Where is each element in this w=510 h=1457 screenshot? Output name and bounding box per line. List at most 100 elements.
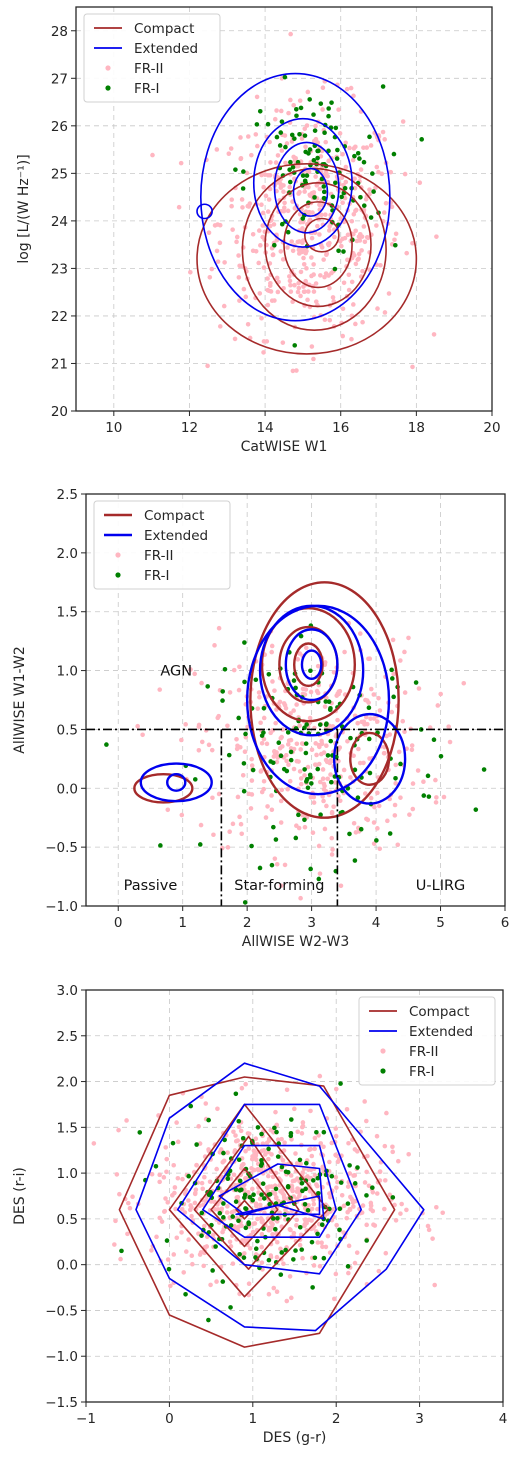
fr2-point bbox=[258, 720, 263, 726]
fr2-point bbox=[351, 146, 357, 151]
fr1-point bbox=[153, 1163, 159, 1169]
x-tick-label: 4 bbox=[372, 915, 381, 931]
fr2-point bbox=[281, 183, 286, 188]
fr2-point bbox=[164, 1169, 169, 1175]
fr2-point bbox=[187, 1207, 193, 1213]
fr2-point bbox=[253, 1157, 259, 1163]
fr2-point bbox=[172, 1185, 178, 1190]
fr2-point bbox=[344, 1106, 350, 1112]
fr2-point bbox=[384, 733, 389, 739]
fr2-point bbox=[357, 760, 363, 766]
fr2-point bbox=[171, 1252, 177, 1257]
fr2-point bbox=[270, 1174, 276, 1180]
fr1-point bbox=[355, 1165, 360, 1170]
fr2-point bbox=[322, 660, 328, 665]
fr2-point bbox=[127, 1205, 133, 1211]
fr2-point bbox=[323, 1244, 329, 1250]
fr2-point bbox=[320, 776, 326, 782]
plot-area bbox=[91, 1062, 446, 1348]
fr2-point bbox=[173, 1206, 178, 1212]
fr2-point bbox=[345, 1184, 351, 1189]
fr2-point bbox=[353, 830, 359, 835]
fr2-point bbox=[319, 741, 325, 747]
fr1-point bbox=[329, 100, 334, 105]
fr2-point bbox=[389, 204, 395, 210]
fr1-point bbox=[253, 1246, 259, 1252]
fr2-point bbox=[339, 175, 345, 180]
fr2-point bbox=[348, 775, 353, 780]
fr2-point bbox=[440, 1210, 446, 1216]
fr2-point bbox=[346, 1270, 351, 1276]
y-tick-label: 2.0 bbox=[57, 1075, 78, 1091]
fr2-point bbox=[259, 1231, 265, 1237]
fr2-point bbox=[275, 1137, 281, 1142]
compact-contour bbox=[193, 1135, 300, 1270]
fr2-point bbox=[157, 1179, 162, 1185]
fr1-point bbox=[220, 698, 225, 703]
fr2-point bbox=[410, 806, 416, 812]
fr2-point bbox=[312, 1146, 317, 1152]
fr2-point bbox=[267, 283, 273, 289]
fr2-point bbox=[327, 1250, 333, 1255]
fr1-point bbox=[298, 105, 304, 111]
fr1-point bbox=[300, 173, 306, 178]
fr2-point bbox=[211, 832, 216, 838]
fr1-point bbox=[269, 862, 275, 868]
fr2-point bbox=[325, 174, 330, 179]
fr1-point bbox=[374, 838, 379, 843]
fr2-point bbox=[256, 690, 262, 695]
fr2-point bbox=[217, 240, 223, 246]
fr2-point bbox=[255, 706, 261, 711]
fr1-point bbox=[241, 761, 247, 766]
fr2-point bbox=[364, 1222, 369, 1228]
fr2-point bbox=[237, 664, 242, 670]
fr2-point bbox=[278, 820, 284, 825]
fr1-point bbox=[337, 1206, 343, 1212]
compact-contour bbox=[283, 201, 353, 289]
fr2-point bbox=[311, 1201, 317, 1207]
fr2-point bbox=[323, 139, 329, 145]
y-tick-label: −0.5 bbox=[45, 840, 78, 856]
fr2-point bbox=[179, 737, 184, 743]
fr2-point bbox=[228, 146, 234, 151]
fr2-point bbox=[353, 321, 358, 327]
fr1-point bbox=[266, 1192, 272, 1197]
extended-contour bbox=[139, 762, 213, 803]
fr1-point bbox=[307, 772, 313, 778]
fr1-point bbox=[228, 1305, 233, 1310]
fr1-point bbox=[233, 167, 238, 172]
fr2-point bbox=[367, 656, 373, 661]
fr2-point bbox=[409, 747, 415, 753]
fr2-point bbox=[272, 688, 277, 693]
fr2-point bbox=[309, 235, 315, 241]
x-tick-label: 10 bbox=[105, 420, 122, 436]
fr2-point bbox=[275, 153, 281, 158]
fr2-point bbox=[421, 779, 426, 785]
fr1-point bbox=[312, 195, 317, 200]
fr2-point bbox=[259, 740, 265, 746]
fr2-point bbox=[259, 202, 264, 208]
fr2-point bbox=[238, 155, 244, 161]
fr2-point bbox=[345, 232, 351, 238]
fr2-point bbox=[270, 1221, 275, 1227]
fr2-point bbox=[352, 176, 357, 181]
fr2-point bbox=[311, 1161, 316, 1167]
fr1-point bbox=[237, 1178, 243, 1184]
fr2-point bbox=[382, 210, 387, 215]
x-tick-label: 5 bbox=[436, 915, 445, 931]
chart-panel-2: AGN Passive Star-forming U-LIRG 0 1 2 3 4 5 6 −1.0 −… bbox=[12, 487, 509, 950]
fr2-point bbox=[359, 234, 365, 239]
fr1-point bbox=[266, 671, 272, 677]
fr2-point bbox=[382, 137, 388, 142]
fr1-point bbox=[315, 766, 321, 772]
fr1-point bbox=[298, 633, 304, 639]
fr2-point bbox=[320, 85, 326, 91]
fr2-point bbox=[346, 287, 352, 293]
fr1-point bbox=[283, 144, 288, 150]
fr2-point bbox=[296, 247, 302, 253]
fr1-point bbox=[236, 1157, 242, 1163]
fr2-point bbox=[329, 809, 335, 815]
fr2-point bbox=[299, 247, 305, 253]
fr2-point bbox=[313, 174, 318, 179]
fr2-point bbox=[297, 651, 303, 656]
